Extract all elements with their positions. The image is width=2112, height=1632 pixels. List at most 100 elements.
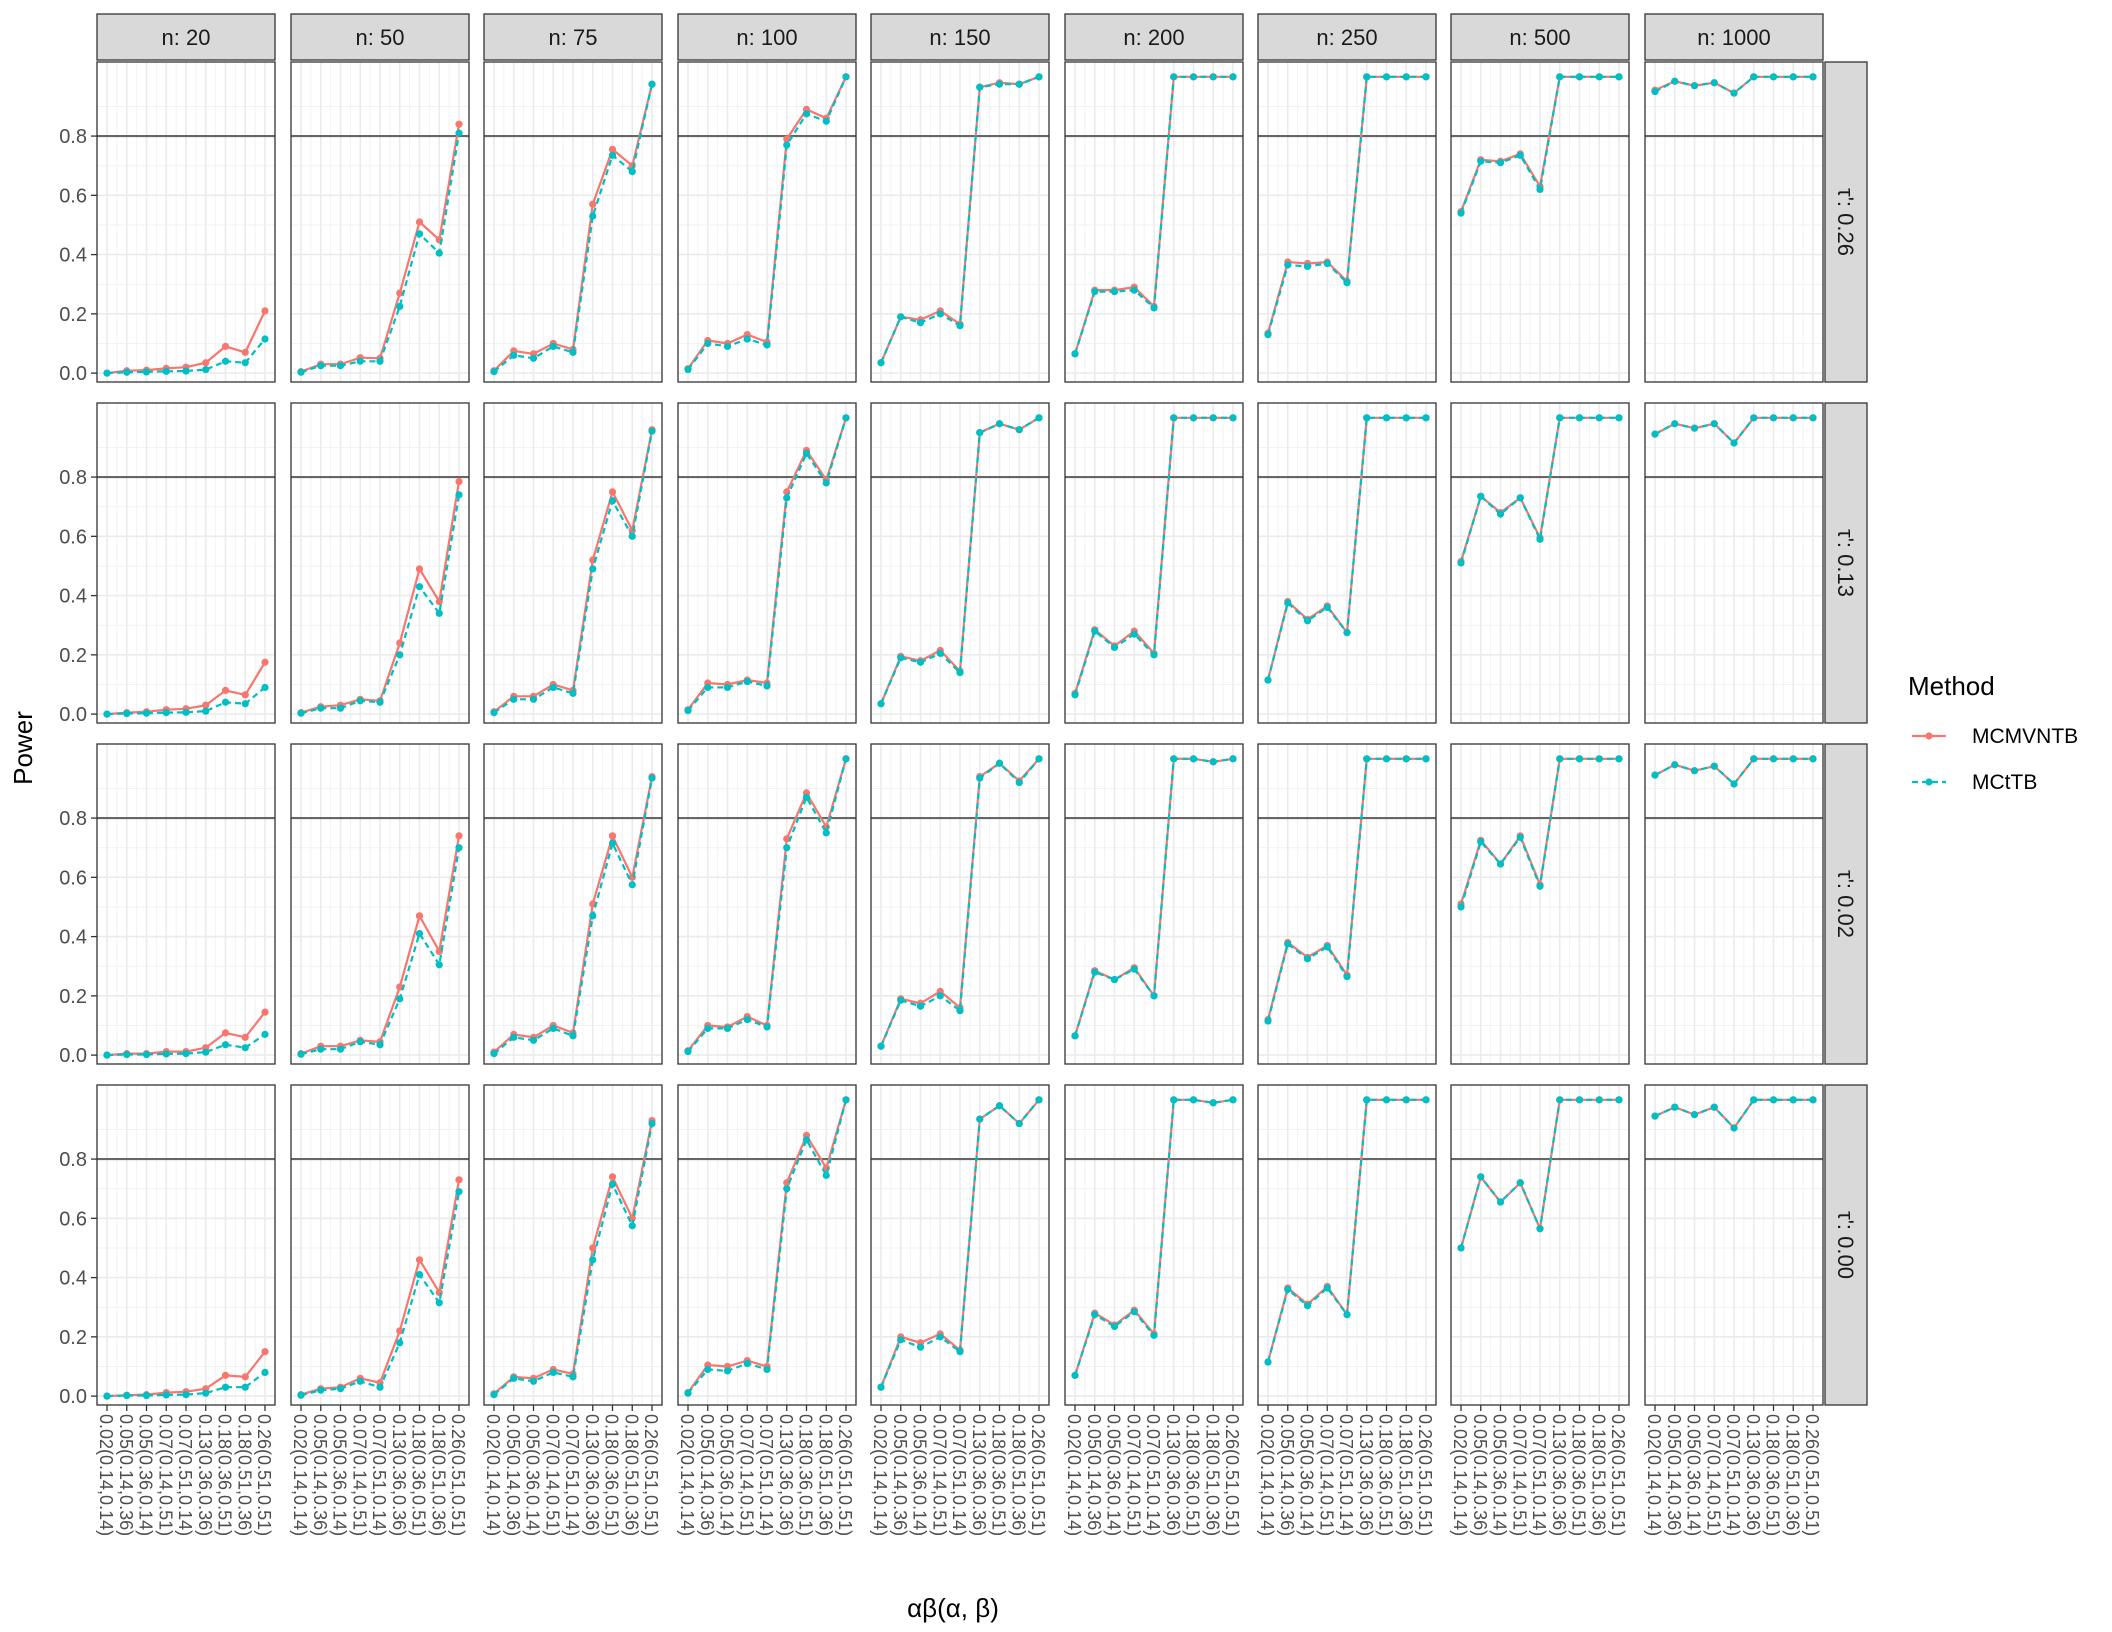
data-point — [1789, 755, 1797, 763]
data-point — [1457, 903, 1465, 911]
data-point — [1730, 1124, 1738, 1132]
series-line — [106, 338, 266, 375]
x-tick-label: 0.26(0.51,0.51) — [1028, 1414, 1048, 1536]
data-point — [455, 491, 463, 499]
data-point — [123, 368, 131, 376]
facet-panel — [1450, 61, 1630, 383]
data-point — [1264, 676, 1272, 684]
data-point — [1595, 1096, 1603, 1104]
data-point — [743, 335, 751, 343]
data-point — [435, 1299, 443, 1307]
x-tick-label: 0.02(0.14,0.14) — [870, 1414, 890, 1536]
column-strip-label: n: 100 — [736, 25, 797, 50]
x-tick-label: 0.26(0.51,0.51) — [448, 1414, 468, 1536]
data-point — [1769, 755, 1778, 763]
data-point — [1035, 1096, 1043, 1104]
data-point — [1651, 430, 1659, 438]
x-tick-label: 0.05(0.14,0.36) — [1277, 1414, 1297, 1536]
data-point — [936, 1333, 944, 1341]
series-line — [1654, 757, 1813, 786]
facet-panel — [1450, 402, 1630, 724]
x-tick-label: 0.18(0.51,0.36) — [1202, 1414, 1222, 1536]
panel-border — [1257, 61, 1437, 383]
data-point — [897, 313, 905, 321]
data-point — [142, 1050, 151, 1059]
data-point — [956, 1007, 964, 1015]
x-tick-label: 0.05(0.14,0.36) — [697, 1414, 717, 1536]
data-point — [1516, 494, 1524, 502]
x-tick-label: 0.02(0.14,0.14) — [1064, 1414, 1084, 1536]
data-point — [510, 351, 518, 359]
data-point — [162, 1391, 170, 1399]
facet-panel — [677, 61, 857, 383]
series-line — [493, 83, 654, 373]
data-point — [704, 339, 712, 348]
facet-panel — [483, 743, 663, 1065]
data-point — [743, 677, 751, 686]
facet-panel — [290, 61, 470, 383]
data-point — [103, 1051, 111, 1059]
data-point — [1575, 73, 1584, 81]
data-point — [1402, 755, 1410, 763]
x-tick-label: 0.26(0.51,0.51) — [254, 1414, 274, 1536]
data-point — [802, 449, 811, 457]
data-point — [684, 706, 692, 715]
data-point — [1422, 755, 1430, 763]
column-strip — [677, 13, 857, 61]
data-point — [182, 708, 190, 716]
data-point — [317, 362, 325, 370]
data-point — [162, 1050, 170, 1058]
data-point — [241, 1373, 249, 1381]
data-point — [1477, 157, 1485, 165]
data-point — [261, 658, 269, 666]
data-point — [1651, 88, 1659, 96]
data-point — [396, 651, 404, 659]
row-strip-label: τ': 0.13 — [1833, 529, 1858, 597]
data-point — [1091, 288, 1099, 296]
data-point — [1496, 510, 1505, 518]
data-point — [317, 1386, 325, 1394]
x-tick-label: 0.02(0.14,0.14) — [483, 1414, 503, 1536]
data-point — [1229, 755, 1237, 763]
panel-border — [870, 743, 1050, 1065]
facet-panel — [1064, 61, 1244, 383]
data-point — [1422, 73, 1430, 81]
data-point — [1264, 1358, 1272, 1366]
data-point — [1457, 1244, 1465, 1252]
data-point — [261, 335, 269, 343]
data-point — [1402, 414, 1410, 422]
data-point — [1809, 73, 1817, 81]
data-point — [142, 1391, 151, 1400]
x-tick-label: 0.07(0.14,0.51) — [349, 1414, 369, 1536]
x-tick-label: 0.02(0.14,0.14) — [290, 1414, 310, 1536]
data-point — [916, 319, 925, 327]
x-tick-label: 0.07(0.51,0.14) — [562, 1414, 582, 1536]
x-tick-label: 0.05(0.36,0.14) — [523, 1414, 543, 1536]
data-point — [1556, 73, 1564, 81]
data-point — [1284, 1285, 1292, 1294]
data-point — [376, 1041, 384, 1049]
data-point — [1457, 559, 1465, 567]
x-tick-label: 0.05(0.14,0.36) — [890, 1414, 910, 1536]
data-point — [842, 73, 850, 81]
data-point — [1110, 643, 1119, 652]
facet-panel — [677, 1084, 857, 1406]
data-point — [1229, 414, 1237, 422]
x-tick-label: 0.07(0.14,0.51) — [1703, 1414, 1723, 1536]
data-point — [455, 832, 463, 840]
data-point — [549, 342, 557, 351]
data-point — [1323, 603, 1331, 612]
data-point — [1769, 414, 1778, 422]
data-point — [490, 1050, 498, 1058]
data-point — [1422, 414, 1430, 422]
x-tick-label: 0.07(0.14,0.51) — [155, 1414, 175, 1536]
data-point — [1789, 414, 1797, 422]
panel-border — [1644, 61, 1824, 383]
series-line — [493, 1123, 654, 1396]
data-point — [142, 709, 151, 717]
data-point — [396, 983, 404, 991]
data-point — [103, 710, 111, 718]
data-point — [648, 1119, 656, 1128]
data-point — [569, 1373, 577, 1381]
data-point — [1595, 73, 1603, 81]
